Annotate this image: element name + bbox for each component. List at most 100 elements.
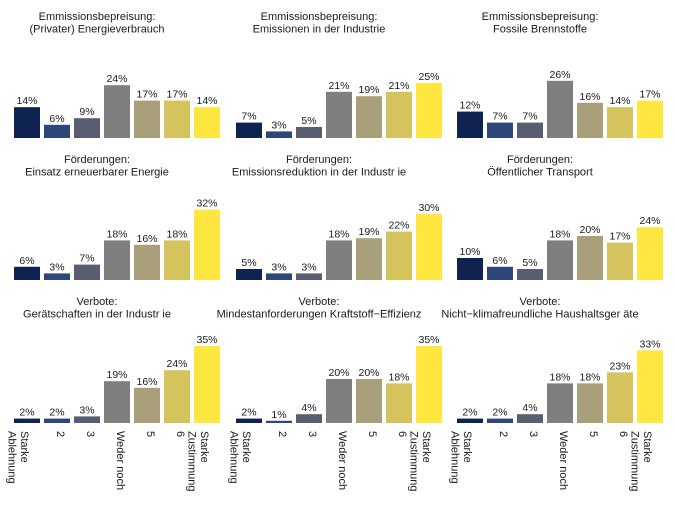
bar (74, 264, 100, 280)
x-tick-label: StarkeZustimmung (629, 431, 654, 492)
bar (547, 80, 573, 138)
x-tick-label: 6 (174, 431, 186, 437)
bar (637, 227, 663, 280)
bar-value-label: 18% (579, 371, 600, 383)
bar (266, 273, 292, 280)
bar (74, 416, 100, 423)
bar-value-label: 12% (459, 100, 480, 112)
bar (134, 387, 160, 423)
bar (356, 379, 382, 423)
panel-4: Förderungen: Einsatz erneuerbarer Energie… (14, 154, 220, 280)
bar (236, 418, 262, 423)
bar-value-label: 18% (549, 228, 570, 240)
panel-title: Förderungen: Einsatz erneuerbarer Energie (25, 154, 169, 179)
bar (386, 231, 412, 280)
bar-value-label: 14% (609, 95, 630, 107)
bar-value-label: 2% (241, 407, 256, 419)
x-tick-label-line: 3 (306, 431, 318, 437)
x-tick-label: Weder noch (114, 431, 126, 490)
bar (517, 122, 543, 138)
bar (356, 96, 382, 138)
x-tick-label: StarkeZustimmung (186, 431, 211, 492)
bar-value-label: 18% (388, 371, 409, 383)
bar (457, 111, 483, 138)
x-tick-label: Weder noch (557, 431, 569, 490)
panel-title: Emmissionsbepreisung: Emissionen in der I… (253, 11, 386, 36)
bar-value-label: 3% (271, 261, 286, 273)
bar-value-label: 18% (166, 228, 187, 240)
bar-value-label: 20% (358, 367, 379, 379)
bar-value-label: 35% (418, 334, 439, 346)
bar-value-label: 4% (301, 402, 316, 414)
bar-value-label: 17% (639, 89, 660, 101)
x-tick-label: 6 (396, 431, 408, 437)
bar-value-label: 23% (609, 360, 630, 372)
bar (356, 238, 382, 280)
bar (547, 240, 573, 280)
panel-7: Verbote: Gerätschaften in der Industr ie 2… (6, 296, 220, 492)
bar (547, 383, 573, 423)
bar-value-label: 16% (136, 233, 157, 245)
bar (266, 131, 292, 138)
x-tick-label-line: Starke (461, 431, 473, 463)
x-tick-label: 5 (144, 431, 156, 437)
bar (194, 107, 220, 138)
bar (637, 350, 663, 423)
bar (134, 100, 160, 138)
x-tick-label: 3 (306, 431, 318, 437)
x-tick-label-line: Starke (240, 431, 252, 463)
panel-title-line: Verbote: (299, 296, 340, 308)
bar-value-label: 21% (328, 80, 349, 92)
bar (457, 258, 483, 280)
bar (104, 240, 130, 280)
panel-3: Emmissionsbepreisung: Fossile Brennstoffe… (457, 11, 663, 138)
bar (104, 381, 130, 423)
x-tick-label-line: Starke (420, 431, 432, 463)
bar (487, 418, 513, 423)
x-tick-label: StarkeZustimmung (408, 431, 433, 492)
bar (326, 91, 352, 138)
bar-value-label: 14% (16, 95, 37, 107)
panel-title-line: Förderungen: (64, 154, 130, 166)
panel-title-line: Emmissionsbepreisung: (482, 11, 599, 23)
bar-value-label: 7% (79, 253, 94, 265)
bar (296, 414, 322, 423)
x-tick-label: 5 (366, 431, 378, 437)
panel-title-line: Förderungen: (286, 154, 352, 166)
bar (44, 124, 70, 138)
bar-value-label: 2% (492, 407, 507, 419)
bar (457, 418, 483, 423)
x-tick-label-line: Ablehnung (449, 431, 461, 484)
x-tick-label-line: 2 (276, 431, 288, 437)
panel-title-line: Emissionsreduktion in der Industr ie (232, 167, 406, 179)
panel-title-line: Öffentlicher Transport (487, 167, 593, 179)
bar (236, 269, 262, 280)
x-tick-label-line: Ablehnung (6, 431, 18, 484)
bar-value-label: 17% (166, 89, 187, 101)
panel-title-line: Fossile Brennstoffe (493, 24, 587, 36)
bar (487, 266, 513, 280)
bar (74, 118, 100, 138)
bar (386, 383, 412, 423)
bar-value-label: 20% (328, 367, 349, 379)
x-tick-label: StarkeAblehnung (228, 431, 253, 484)
bar-value-label: 6% (492, 255, 507, 267)
bar-value-label: 18% (106, 228, 127, 240)
x-tick-label-line: Zustimmung (408, 431, 420, 492)
bar-value-label: 18% (328, 228, 349, 240)
bar (266, 420, 292, 423)
bar-value-label: 3% (301, 261, 316, 273)
panel-title: Emmissionsbepreisung: Fossile Brennstoffe (482, 11, 599, 36)
panel-title-line: Einsatz erneuerbarer Energie (25, 167, 169, 179)
x-tick-label-line: Starke (198, 431, 210, 463)
bar-value-label: 2% (19, 407, 34, 419)
x-tick-label: 2 (54, 431, 66, 437)
bar-value-label: 26% (549, 69, 570, 81)
x-tick-label-line: 6 (617, 431, 629, 437)
x-tick-label-line: Starke (18, 431, 30, 463)
bar-value-label: 5% (241, 257, 256, 269)
bar-value-label: 19% (106, 369, 127, 381)
bar-value-label: 35% (196, 334, 217, 346)
bar-value-label: 18% (549, 371, 570, 383)
